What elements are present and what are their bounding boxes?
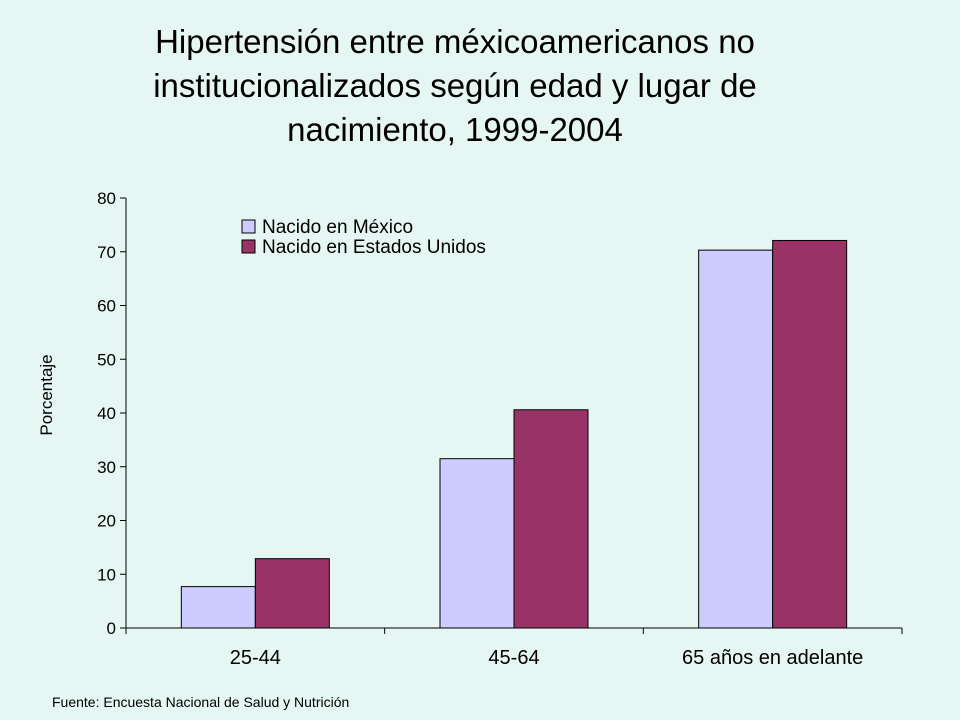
source-note: Fuente: Encuesta Nacional de Salud y Nut… bbox=[52, 694, 350, 710]
x-tick-label: 45-64 bbox=[488, 647, 539, 669]
legend-label: Nacido en Estados Unidos bbox=[262, 237, 486, 258]
y-tick-label: 80 bbox=[97, 189, 116, 208]
x-tick-label: 65 años en adelante bbox=[682, 647, 863, 669]
legend-label: Nacido en México bbox=[262, 217, 413, 238]
bars bbox=[180, 239, 848, 629]
bar-mexico bbox=[698, 249, 774, 629]
bar-usa bbox=[254, 558, 330, 629]
title-line-2: institucionalizados según edad y lugar d… bbox=[153, 67, 757, 104]
bar-usa bbox=[772, 239, 848, 629]
bar-mexico bbox=[180, 586, 256, 629]
legend-swatch bbox=[241, 239, 256, 254]
y-tick-label: 70 bbox=[97, 243, 116, 262]
legend-swatch bbox=[241, 219, 256, 234]
y-tick-label: 20 bbox=[97, 512, 116, 531]
x-tick-label: 25-44 bbox=[230, 647, 281, 669]
y-tick-label: 10 bbox=[97, 565, 116, 584]
chart-title: Hipertensión entre méxicoamericanos no i… bbox=[60, 20, 850, 152]
y-tick-label: 50 bbox=[97, 350, 116, 369]
title-line-3: nacimiento, 1999-2004 bbox=[287, 111, 623, 148]
y-tick-label: 0 bbox=[107, 619, 116, 638]
y-tick-label: 40 bbox=[97, 404, 116, 423]
bar-mexico bbox=[439, 458, 515, 629]
y-tick-label: 60 bbox=[97, 297, 116, 316]
bar-usa bbox=[513, 409, 589, 629]
y-axis-label: Porcentaje bbox=[37, 354, 56, 435]
title-line-1: Hipertensión entre méxicoamericanos no bbox=[155, 23, 755, 60]
y-tick-label: 30 bbox=[97, 458, 116, 477]
